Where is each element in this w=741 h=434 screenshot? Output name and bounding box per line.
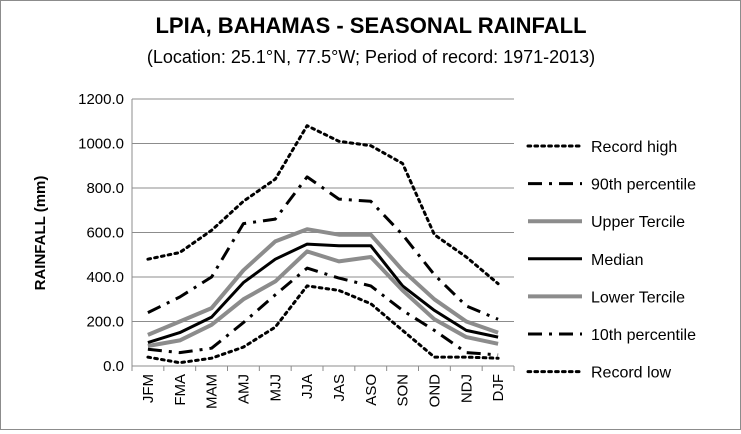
y-tick-label: 200.0 [86, 314, 124, 331]
legend-label: Record high [591, 139, 677, 156]
y-tick-label: 400.0 [86, 269, 124, 286]
x-tick-label: SON [395, 374, 412, 407]
chart-title: LPIA, BAHAMAS - SEASONAL RAINFALL [155, 13, 586, 38]
legend-label: 90th percentile [591, 177, 696, 194]
x-tick-label: FMA [172, 374, 189, 406]
legend-label: Record low [591, 365, 671, 382]
x-tick-label: MAM [204, 374, 221, 409]
series-line [146, 124, 500, 286]
series-line [147, 249, 499, 348]
x-tick-label: NDJ [458, 374, 475, 403]
series-lines [146, 124, 500, 365]
series-line [147, 227, 499, 337]
x-tick-label: MJJ [267, 374, 284, 402]
chart-subtitle: (Location: 25.1°N, 77.5°W; Period of rec… [147, 47, 595, 67]
legend-label: Upper Tercile [591, 214, 685, 231]
legend-label: Lower Tercile [591, 289, 685, 306]
x-tick-label: JFM [140, 374, 157, 403]
y-tick-label: 1200.0 [78, 91, 124, 108]
x-tick-label: ASO [363, 374, 380, 406]
axes: 0.0 200.0 400.0 600.0 800.0 1000.0 1200.0 JFM FM… [78, 91, 515, 409]
x-tick-label: OND [426, 374, 443, 408]
x-tick-label: AMJ [235, 374, 252, 404]
legend-label: 10th percentile [591, 327, 696, 344]
series-line [147, 175, 499, 321]
y-tick-label: 800.0 [86, 180, 124, 197]
y-tick-label: 1000.0 [78, 136, 124, 153]
series-line [146, 284, 500, 365]
y-axis-label: RAINFALL (mm) [32, 176, 49, 291]
x-tick-label: JJA [299, 374, 316, 399]
series-line [147, 242, 499, 345]
y-tick-label: 0.0 [103, 358, 124, 375]
y-tick-label: 600.0 [86, 225, 124, 242]
legend-label: Median [591, 252, 643, 269]
x-tick-label: DJF [490, 374, 507, 402]
legend: Record high 90th percentile Upper Tercile M… [526, 139, 696, 382]
x-tick-label: JAS [331, 374, 348, 402]
